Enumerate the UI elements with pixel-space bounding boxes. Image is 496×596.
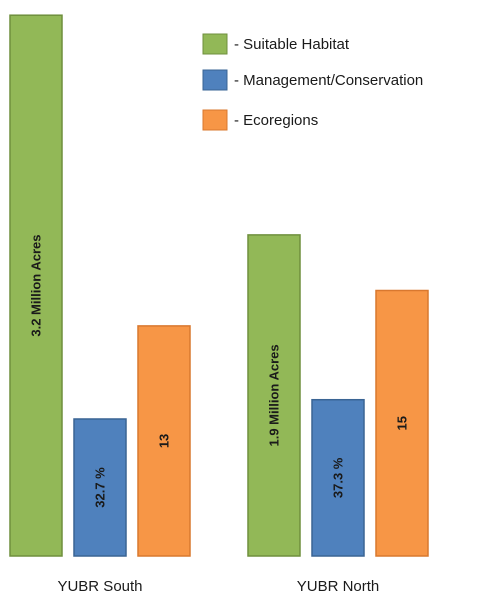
category-label-yubr-south: YUBR South xyxy=(57,578,142,595)
bar-label-management-conservation-yubr-north: 37.3 % xyxy=(331,457,346,498)
bar-label-ecoregions-yubr-south: 13 xyxy=(157,434,172,448)
legend: - Suitable Habitat - Management/Conserva… xyxy=(202,33,423,131)
bar-suitable-habitat-yubr-south xyxy=(9,14,63,557)
category-labels: YUBR South YUBR North xyxy=(57,578,379,595)
bars-layer xyxy=(9,14,429,557)
legend-swatch-suitable-habitat xyxy=(202,33,228,55)
bar-labels-layer: 3.2 Million Acres 1.9 Million Acres 32.7 %… xyxy=(29,235,410,508)
bar-management-conservation-yubr-north xyxy=(311,398,365,557)
legend-label-management-conservation: - Management/Conservation xyxy=(234,72,423,89)
bar-ecoregions-yubr-north xyxy=(375,289,429,557)
legend-swatch-ecoregions xyxy=(202,109,228,131)
bar-label-management-conservation-yubr-south: 32.7 % xyxy=(93,467,108,508)
category-label-yubr-north: YUBR North xyxy=(297,578,380,595)
bar-management-conservation-yubr-south xyxy=(73,418,127,557)
bar-ecoregions-yubr-south xyxy=(137,325,191,557)
bar-label-suitable-habitat-yubr-south: 3.2 Million Acres xyxy=(29,235,44,337)
legend-label-ecoregions: - Ecoregions xyxy=(234,112,318,129)
bar-label-suitable-habitat-yubr-north: 1.9 Million Acres xyxy=(267,344,282,446)
legend-label-suitable-habitat: - Suitable Habitat xyxy=(234,36,350,53)
bar-suitable-habitat-yubr-north xyxy=(247,234,301,557)
bar-label-ecoregions-yubr-north: 15 xyxy=(395,416,410,430)
legend-swatch-management-conservation xyxy=(202,69,228,91)
